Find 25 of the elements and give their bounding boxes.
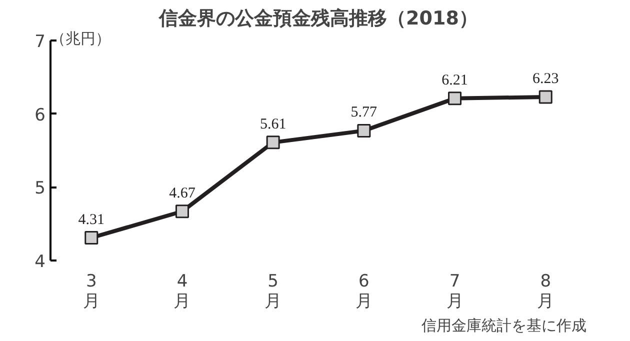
- data-label: 5.77: [350, 104, 378, 121]
- data-label: 4.31: [78, 212, 105, 228]
- point: [84, 231, 98, 245]
- point: [357, 124, 371, 138]
- y-tick-label: 6: [34, 105, 46, 126]
- y-tick-label: 4: [34, 252, 46, 272]
- x-tick-label: 7月: [446, 272, 464, 312]
- chart-title: 信金界の公金預金残高推移（2018）: [158, 8, 478, 30]
- y-tick-label: 5: [34, 178, 46, 199]
- data-label: 6.23: [532, 70, 559, 87]
- y-axis-title: （兆円）: [50, 30, 110, 48]
- data-label: 5.61: [260, 116, 286, 132]
- point: [538, 90, 552, 104]
- x-tick-label: 8月: [537, 272, 554, 312]
- point: [266, 136, 280, 150]
- point: [448, 92, 462, 106]
- data-label: 4.67: [169, 185, 196, 202]
- data-label: 6.21: [442, 72, 468, 88]
- text: 信用金庫統計を基に作成: [422, 316, 586, 334]
- x-tick-label: 6月: [355, 272, 372, 312]
- x-tick-label: 5月: [264, 272, 282, 312]
- point: [175, 204, 189, 218]
- x-tick-label: 4月: [174, 272, 191, 312]
- x-tick-label: 3月: [82, 272, 100, 312]
- y-tick-label: 7: [34, 32, 46, 52]
